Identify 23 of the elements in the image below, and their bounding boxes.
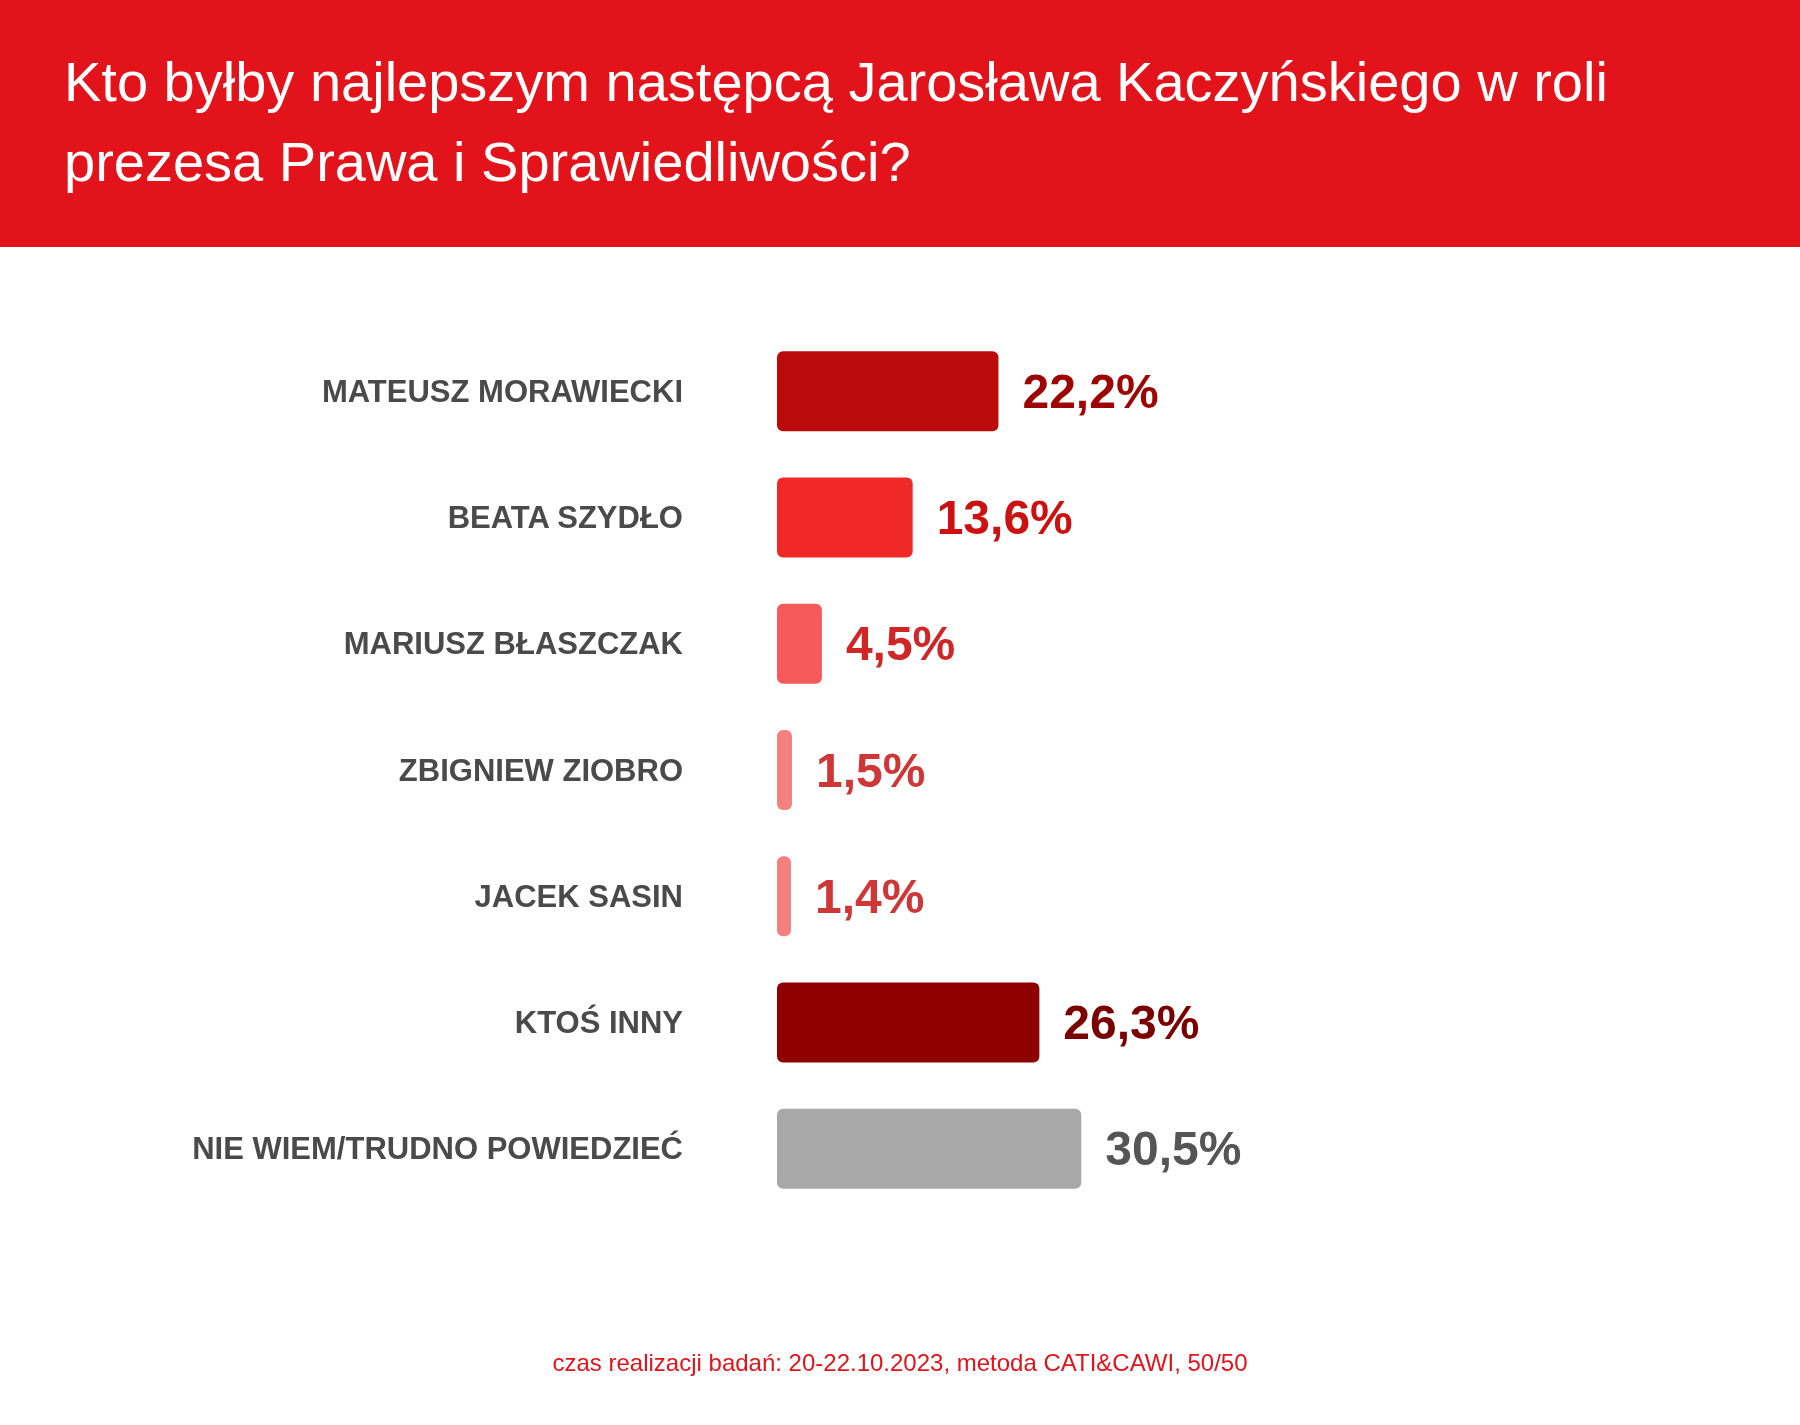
bar <box>777 351 999 432</box>
bar <box>777 1108 1082 1189</box>
bar <box>777 856 791 937</box>
y-tick-label: JACEK SASIN <box>474 878 683 914</box>
data-label: 4,5% <box>845 617 956 671</box>
data-label: 1,4% <box>814 869 925 923</box>
y-tick-label: MARIUSZ BŁASZCZAK <box>343 626 684 662</box>
y-tick-label: ZBIGNIEW ZIOBRO <box>398 752 683 788</box>
y-tick-label: MATEUSZ MORAWIECKI <box>321 373 683 409</box>
data-label: 22,2% <box>1022 364 1159 418</box>
bar <box>777 730 792 810</box>
text: czas realizacji badań: 20-22.10.2023, metoda CATI&CAWI, 50/50 <box>552 1348 1248 1376</box>
bar <box>777 982 1040 1063</box>
y-tick-label: NIE WIEM/TRUDNO POWIEDZIEĆ <box>192 1130 683 1167</box>
bar <box>777 477 913 558</box>
data-label: 1,5% <box>815 743 926 797</box>
data-label: 13,6% <box>936 490 1073 544</box>
data-label: 30,5% <box>1105 1122 1242 1176</box>
y-tick-label: BEATA SZYDŁO <box>447 499 683 535</box>
chart-title: Kto byłby najlepszym następcą Jarosława Kaczyńskiego w roli prezesa Prawa i Sprawiedliwości? <box>64 49 1609 195</box>
data-label: 26,3% <box>1063 996 1200 1050</box>
bar <box>777 603 822 684</box>
y-tick-label: KTOŚ INNY <box>514 1004 684 1041</box>
